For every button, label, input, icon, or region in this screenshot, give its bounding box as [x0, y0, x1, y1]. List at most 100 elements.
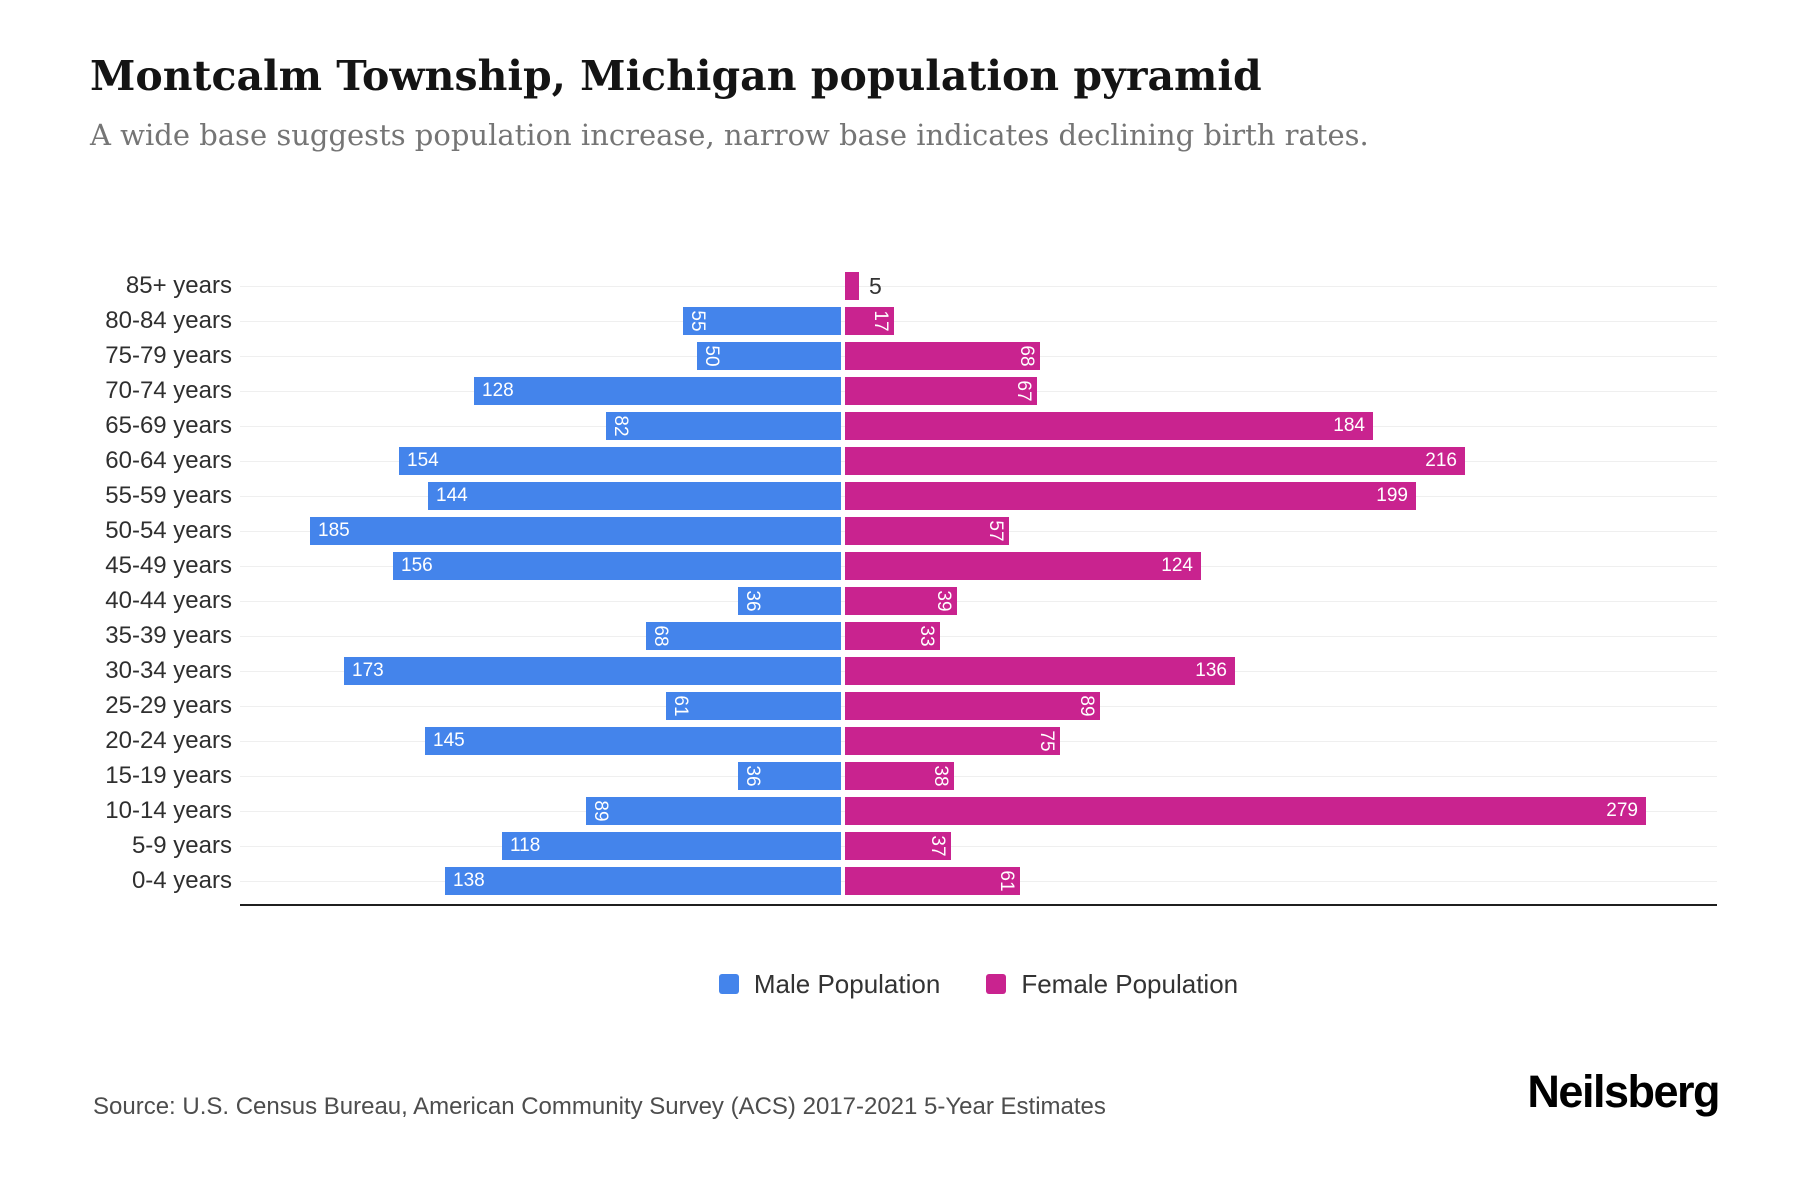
page-title: Montcalm Township, Michigan population p…	[90, 52, 1262, 100]
legend-male-label: Male Population	[753, 968, 941, 999]
bar-male-45-49-years[interactable]: 156	[393, 552, 841, 580]
bar-male-50-54-years[interactable]: 185	[310, 517, 841, 545]
bar-female-45-49-years[interactable]: 124	[845, 552, 1201, 580]
value-label-rotated: 75	[1036, 730, 1057, 752]
value-label-rotated: 61	[996, 870, 1017, 892]
bar-male-75-79-years[interactable]: 50	[697, 342, 841, 370]
value-label: 184	[1333, 415, 1365, 436]
value-label: 128	[482, 380, 514, 401]
category-label: 55-59 years	[105, 482, 232, 509]
category-label: 25-29 years	[105, 692, 232, 719]
value-label-rotated: 57	[985, 520, 1006, 542]
bar-female-35-39-years[interactable]: 33	[845, 622, 940, 650]
value-label-rotated: 55	[687, 310, 708, 332]
bar-male-30-34-years[interactable]: 173	[344, 657, 841, 685]
value-label: 173	[352, 660, 384, 681]
value-label-outside: 5	[869, 273, 882, 299]
page-subtitle: A wide base suggests population increase…	[90, 118, 1369, 152]
value-label: 154	[407, 450, 439, 471]
bar-female-60-64-years[interactable]: 216	[845, 447, 1465, 475]
value-label: 279	[1606, 800, 1638, 821]
category-label: 40-44 years	[105, 587, 232, 614]
value-label-rotated: 89	[1076, 695, 1097, 717]
category-label: 10-14 years	[105, 797, 232, 824]
legend-item-male[interactable]: Male Population	[718, 968, 941, 1000]
bar-female-30-34-years[interactable]: 136	[845, 657, 1235, 685]
male-swatch-icon	[718, 974, 739, 994]
bar-female-20-24-years[interactable]: 75	[845, 727, 1060, 755]
category-label: 85+ years	[125, 272, 232, 299]
category-label: 60-64 years	[105, 447, 232, 474]
category-label: 20-24 years	[105, 727, 232, 754]
bar-female-55-59-years[interactable]: 199	[845, 482, 1416, 510]
legend-female-label: Female Population	[1021, 968, 1239, 999]
value-label: 124	[1161, 555, 1193, 576]
chart-legend: Male Population Female Population	[240, 962, 1717, 1006]
source-text: Source: U.S. Census Bureau, American Com…	[93, 1093, 1106, 1120]
category-label: 15-19 years	[105, 762, 232, 789]
category-label: 0-4 years	[131, 867, 232, 894]
bar-male-55-59-years[interactable]: 144	[428, 482, 841, 510]
bar-female-80-84-years[interactable]: 17	[845, 307, 894, 335]
row-gridline	[240, 636, 1717, 637]
value-label-rotated: 68	[1016, 345, 1037, 367]
value-label-rotated: 67	[1013, 380, 1034, 402]
bar-male-65-69-years[interactable]: 82	[606, 412, 841, 440]
value-label: 216	[1425, 450, 1457, 471]
category-label: 5-9 years	[131, 832, 232, 859]
value-label-rotated: 89	[590, 800, 611, 822]
category-label: 80-84 years	[105, 307, 232, 334]
category-label: 30-34 years	[105, 657, 232, 684]
value-label: 199	[1376, 485, 1408, 506]
bar-male-40-44-years[interactable]: 36	[738, 587, 841, 615]
value-label-rotated: 17	[870, 310, 891, 332]
row-gridline	[240, 321, 1717, 322]
bar-female-5-9-years[interactable]: 37	[845, 832, 951, 860]
bar-male-20-24-years[interactable]: 145	[425, 727, 841, 755]
bar-female-50-54-years[interactable]: 57	[845, 517, 1009, 545]
bar-male-15-19-years[interactable]: 36	[738, 762, 841, 790]
bar-male-5-9-years[interactable]: 118	[502, 832, 841, 860]
value-label: 136	[1195, 660, 1227, 681]
bar-female-85+-years[interactable]: 5	[845, 272, 882, 300]
value-label: 118	[510, 835, 541, 856]
bar-female-40-44-years[interactable]: 39	[845, 587, 957, 615]
row-gridline	[240, 601, 1717, 602]
bar-female-65-69-years[interactable]: 184	[845, 412, 1373, 440]
bar-male-10-14-years[interactable]: 89	[586, 797, 841, 825]
bar-male-35-39-years[interactable]: 68	[646, 622, 841, 650]
bar-female-0-4-years[interactable]: 61	[845, 867, 1020, 895]
bar-male-60-64-years[interactable]: 154	[399, 447, 841, 475]
value-label-rotated: 33	[916, 625, 937, 647]
x-axis-line	[240, 904, 1717, 906]
bar-female-70-74-years[interactable]: 67	[845, 377, 1037, 405]
brand-logo: Neilsberg	[1527, 1066, 1720, 1117]
bar-male-70-74-years[interactable]: 128	[474, 377, 841, 405]
value-label-rotated: 38	[930, 765, 951, 787]
bar-female-15-19-years[interactable]: 38	[845, 762, 954, 790]
value-label: 138	[453, 870, 485, 891]
bar-female-10-14-years[interactable]: 279	[845, 797, 1646, 825]
bar-male-80-84-years[interactable]: 55	[683, 307, 841, 335]
row-gridline	[240, 776, 1717, 777]
value-label-rotated: 68	[650, 625, 671, 647]
bar-male-25-29-years[interactable]: 61	[666, 692, 841, 720]
value-label-rotated: 61	[670, 695, 691, 717]
female-swatch-icon	[986, 974, 1007, 994]
category-label: 75-79 years	[105, 342, 232, 369]
bar-male-0-4-years[interactable]: 138	[445, 867, 841, 895]
row-gridline	[240, 846, 1717, 847]
value-label-rotated: 36	[742, 765, 763, 787]
row-gridline	[240, 286, 1717, 287]
value-label-rotated: 82	[610, 415, 631, 437]
category-label: 70-74 years	[105, 377, 232, 404]
value-label-rotated: 50	[701, 345, 722, 367]
value-label: 156	[401, 555, 433, 576]
legend-item-female[interactable]: Female Population	[986, 969, 1238, 1000]
bar-female-25-29-years[interactable]: 89	[845, 692, 1100, 720]
category-label: 50-54 years	[105, 517, 232, 544]
value-label: 185	[318, 520, 350, 541]
bar-female-75-79-years[interactable]: 68	[845, 342, 1040, 370]
